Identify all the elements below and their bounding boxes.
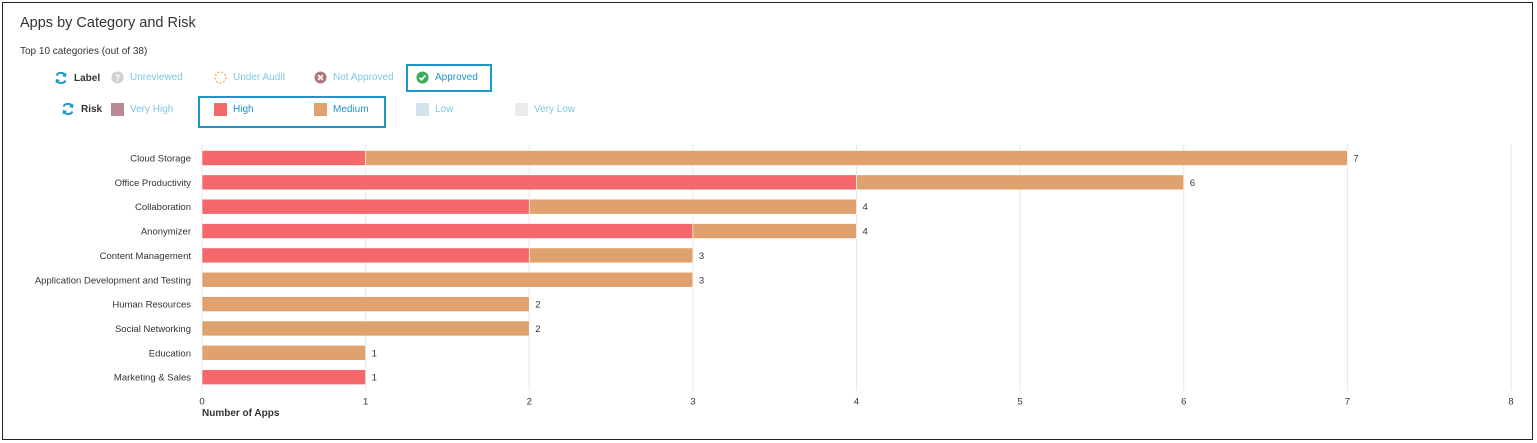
x-tick-label: 7: [1345, 397, 1350, 408]
category-label: Anonymizer: [141, 227, 191, 238]
bar-segment-high: [201, 198, 530, 215]
bar-value-label: 6: [1190, 178, 1195, 189]
bar-segment-medium: [856, 174, 1185, 191]
legend-risk-text: High: [233, 104, 254, 115]
legend-risk-text: Low: [435, 104, 454, 115]
chart-title: Apps by Category and Risk: [20, 15, 196, 31]
legend-risk-very-high[interactable]: Very High: [111, 103, 173, 116]
legend-risk-high[interactable]: High: [214, 103, 254, 116]
category-label: Cloud Storage: [130, 154, 191, 165]
legend-label-text: Unreviewed: [130, 72, 183, 83]
question-circle-icon: ?: [111, 71, 124, 84]
category-label: Collaboration: [135, 202, 191, 213]
legend-label-text: Under Audit: [233, 72, 286, 83]
bar-segment-medium: [201, 271, 694, 288]
x-tick-label: 0: [199, 397, 204, 408]
bar-segment-medium: [201, 320, 530, 337]
dashed-circle-icon: [214, 71, 227, 84]
bar-value-label: 1: [372, 373, 377, 384]
legend-risk-very-low[interactable]: Very Low: [515, 103, 575, 116]
label-legend-heading: Label: [74, 73, 101, 84]
category-label: Application Development and Testing: [35, 275, 191, 286]
risk-swatch: [111, 103, 124, 116]
category-label: Office Productivity: [115, 178, 192, 189]
legend-label-unreviewed[interactable]: ? Unreviewed: [111, 71, 183, 84]
bar-value-label: 2: [535, 324, 540, 335]
bar-segment-medium: [692, 223, 857, 239]
legend-label-text: Approved: [435, 72, 478, 83]
svg-text:?: ?: [115, 73, 121, 83]
category-label: Content Management: [100, 251, 192, 262]
x-tick-label: 4: [854, 397, 859, 408]
x-axis-label: Number of Apps: [202, 408, 280, 419]
bar-segment-medium: [528, 198, 857, 215]
x-tick-label: 2: [527, 397, 532, 408]
refresh-icon[interactable]: [61, 102, 75, 116]
legend-risk-medium[interactable]: Medium: [314, 103, 369, 116]
bar-segment-medium: [201, 296, 530, 312]
risk-swatch: [214, 103, 227, 116]
x-circle-icon: [314, 71, 327, 84]
bar-segment-high: [201, 247, 530, 264]
category-label: Education: [149, 348, 191, 359]
x-tick-label: 1: [363, 397, 368, 408]
risk-swatch: [314, 103, 327, 116]
legend-risk-text: Medium: [333, 104, 369, 115]
bar-segment-medium: [201, 344, 366, 361]
category-label: Marketing & Sales: [114, 373, 191, 384]
risk-swatch: [416, 103, 429, 116]
risk-swatch: [515, 103, 528, 116]
bar-value-label: 4: [863, 227, 868, 238]
bar-value-label: 3: [699, 275, 704, 286]
x-tick-label: 6: [1181, 397, 1186, 408]
bar-segment-medium: [365, 150, 1348, 166]
bar-chart: Cloud Storage Office Productivity Collabor…: [35, 144, 1514, 419]
bar-value-label: 1: [372, 348, 377, 359]
bar-value-label: 2: [535, 300, 540, 311]
refresh-icon[interactable]: [54, 71, 68, 85]
x-tick-label: 8: [1508, 397, 1513, 408]
check-circle-icon: [416, 71, 429, 84]
bar-segment-high: [201, 223, 694, 239]
bar-segment-high: [201, 369, 366, 385]
bar-segment-high: [201, 174, 857, 191]
legend-label-not-approved[interactable]: Not Approved: [314, 71, 394, 84]
legend-label-text: Not Approved: [333, 72, 394, 83]
category-label: Human Resources: [112, 300, 191, 311]
risk-legend-heading: Risk: [81, 104, 103, 115]
bar-value-label: 3: [699, 251, 704, 262]
legend-label-approved[interactable]: Approved: [416, 71, 478, 84]
legend-label-under-audit[interactable]: Under Audit: [214, 71, 285, 84]
category-label: Social Networking: [115, 324, 191, 335]
bar-value-label: 7: [1353, 154, 1358, 165]
legend-risk-text: Very High: [130, 104, 174, 115]
bar-segment-high: [201, 150, 366, 166]
legend-risk-low[interactable]: Low: [416, 103, 453, 116]
bar-segment-medium: [528, 247, 694, 264]
x-tick-label: 5: [1017, 397, 1022, 408]
legend-risk-text: Very Low: [534, 104, 576, 115]
bar-value-label: 4: [863, 202, 868, 213]
x-tick-label: 3: [690, 397, 695, 408]
chart-subtitle: Top 10 categories (out of 38): [20, 46, 148, 57]
